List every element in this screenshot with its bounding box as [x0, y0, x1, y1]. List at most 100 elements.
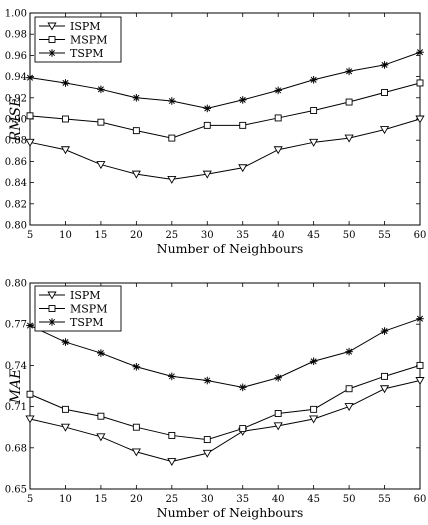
- x-tick-label: 25: [165, 230, 178, 241]
- y-tick-label: 0.88: [5, 136, 27, 147]
- x-tick-label: 15: [95, 230, 108, 241]
- rmse-chart: 0.80 0.82 0.84 0.86 0.88 0.90 0.92 0.94 0.96 0.98…: [5, 9, 427, 257]
- y-tick-label: 0.90: [5, 115, 27, 126]
- series-tspm-point: [61, 338, 70, 346]
- y-tick-label: 0.86: [5, 157, 27, 168]
- series-mspm: [26, 361, 424, 444]
- series-ispm-line: [29, 380, 421, 463]
- y-tick-label: 0.82: [5, 199, 27, 210]
- y-axis-label: RMSE: [8, 97, 24, 143]
- series-ispm-point: [309, 138, 319, 147]
- series-tspm-line: [29, 51, 421, 109]
- series-tspm-point: [26, 321, 34, 330]
- series-ispm-point: [96, 161, 106, 170]
- x-tick-label: 35: [236, 494, 249, 505]
- legend-tspm-label: TSPM: [70, 47, 104, 60]
- series-ispm-point: [202, 449, 212, 458]
- y-tick-label: 0.94: [5, 72, 27, 83]
- x-tick-label: 15: [95, 494, 108, 505]
- x-tick-label: 5: [27, 494, 33, 505]
- x-tick-label: 50: [343, 494, 356, 505]
- series-ispm-point: [344, 134, 354, 143]
- legend-ispm-point: [47, 291, 57, 300]
- series-mspm-point: [97, 412, 105, 420]
- x-tick-label: 10: [59, 494, 72, 505]
- mae-chart: 0.65 0.68 0.71 0.74 0.77 0.80 5 10 15 20 25 30 35 40 4…: [5, 279, 427, 521]
- series-mspm-point: [381, 89, 388, 96]
- series-mspm-point: [26, 390, 34, 398]
- x-tick-label: 10: [59, 230, 72, 241]
- series-tspm-point: [97, 85, 105, 94]
- series-mspm-point: [168, 431, 176, 439]
- series-mspm-point: [62, 405, 69, 413]
- series-mspm-point: [345, 385, 353, 393]
- x-tick-label: 30: [201, 230, 214, 241]
- x-tick-label: 50: [343, 230, 356, 241]
- y-tick-label: 1.00: [5, 9, 27, 20]
- x-tick-label: 40: [272, 230, 285, 241]
- y-tick-label: 0.84: [5, 178, 27, 189]
- series-tspm-point: [274, 86, 282, 95]
- series-tspm-point: [416, 48, 424, 57]
- legend-tspm-point: [48, 318, 56, 326]
- series-ispm-point: [60, 146, 71, 155]
- x-axis-label: Number of Neighbours: [157, 505, 304, 520]
- legend-ispm-point: [47, 22, 57, 31]
- series-mspm-point: [26, 112, 34, 120]
- series-ispm-point: [25, 138, 35, 147]
- legend-tspm-point: [48, 49, 56, 57]
- series-mspm-point: [168, 134, 176, 142]
- series-tspm-point: [203, 104, 212, 113]
- series-ispm-point: [309, 415, 319, 424]
- y-tick-label: 0.98: [5, 30, 27, 41]
- y-axis-label: MAE: [8, 369, 24, 405]
- series-mspm-point: [381, 372, 388, 380]
- y-tick-label: 0.77: [5, 320, 27, 331]
- series-ispm-point: [415, 115, 425, 124]
- series-mspm-point: [274, 410, 282, 417]
- x-tick-label: 60: [414, 494, 427, 505]
- series-mspm-point: [203, 436, 211, 444]
- series-tspm-point: [132, 362, 141, 371]
- x-tick-label: 60: [414, 230, 427, 241]
- legend-ispm-label: ISPM: [70, 289, 101, 302]
- y-tick-label: 0.80: [5, 279, 27, 290]
- plot-frame: [29, 282, 421, 490]
- series-tspm-point: [345, 67, 353, 76]
- series-tspm-point: [168, 372, 176, 381]
- series-mspm-point: [239, 121, 247, 129]
- y-tick-label: 0.80: [5, 221, 27, 232]
- series-tspm-point: [61, 79, 70, 87]
- y-tick-label: 0.68: [5, 443, 27, 454]
- series-ispm-line: [29, 118, 421, 180]
- series-tspm-point: [238, 96, 247, 104]
- x-tick-label: 45: [307, 494, 320, 505]
- series-tspm-point: [309, 75, 318, 84]
- series-ispm: [25, 115, 425, 184]
- series-tspm-point: [345, 347, 353, 356]
- series-ispm-point: [60, 423, 71, 432]
- x-tick-label: 20: [130, 230, 143, 241]
- series-tspm: [26, 314, 424, 392]
- series-tspm-point: [380, 327, 389, 335]
- series-mspm-line: [29, 364, 421, 441]
- x-axis-label: Number of Neighbours: [157, 241, 304, 256]
- legend-mspm-point: [48, 36, 56, 43]
- series-tspm-point: [274, 373, 282, 382]
- x-tick-label: 35: [236, 230, 249, 241]
- series-tspm-line: [29, 318, 421, 388]
- series-ispm-point: [167, 175, 177, 184]
- series-ispm-point: [202, 170, 212, 179]
- series-ispm-point: [344, 403, 354, 412]
- x-tick-label: 40: [272, 494, 285, 505]
- series-ispm-point: [379, 126, 390, 135]
- legend-mspm-label: MSPM: [70, 303, 107, 316]
- y-tick-label: 0.71: [5, 402, 27, 413]
- x-tick-label: 25: [165, 494, 178, 505]
- series-tspm-point: [203, 376, 212, 385]
- series-mspm-point: [132, 423, 140, 431]
- x-tick-label: 55: [378, 494, 391, 505]
- series-ispm-point: [167, 458, 177, 467]
